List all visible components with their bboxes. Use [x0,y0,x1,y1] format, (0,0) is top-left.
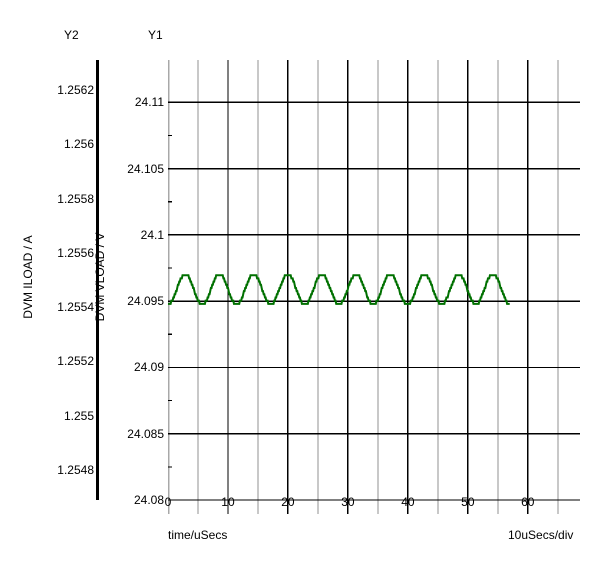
x-tick-label: 30 [341,495,355,509]
y1-axis-header: Y1 [148,28,163,42]
plot-canvas [168,60,580,514]
x-scale-caption: 10uSecs/div [508,528,574,542]
y1-tick-label: 24.08 [133,493,164,507]
y2-axis-line [96,60,99,500]
x-tick-label: 20 [281,495,295,509]
plot-area [168,60,580,514]
y1-tick-label: 24.095 [127,294,164,309]
y2-tick-label: 1.255 [63,408,94,423]
x-tick-label: 0 [164,495,172,509]
y1-tick-labels: 24.08 24.085 24.09 24.095 24.1 24.105 24.11 [108,0,166,563]
x-tick-label: 10 [221,495,235,509]
y1-tick-label: 24.11 [134,95,164,110]
y1-tick-label: 24.09 [133,360,164,375]
y2-tick-label: 1.256 [63,137,94,152]
y2-tick-label: 1.2552 [57,354,94,369]
waveform-trace [168,274,510,305]
y1-tick-label: 24.1 [140,227,164,242]
y2-tick-label: 1.2554 [57,300,94,315]
y1-tick-label: 24.105 [127,161,164,176]
y1-tick-label: 24.085 [127,426,164,441]
y2-tick-label: 1.2556 [57,245,94,260]
x-axis-caption: time/uSecs [168,528,228,542]
y2-axis-header: Y2 [64,28,79,42]
y2-tick-labels: 1.2548 1.255 1.2552 1.2554 1.2556 1.2558 1.256… [30,0,94,563]
y2-tick-label: 1.2548 [57,463,94,478]
x-tick-label: 60 [521,495,535,509]
x-tick-label: 50 [461,495,475,509]
y2-tick-label: 1.2558 [57,191,94,206]
x-tick-label: 40 [401,495,415,509]
y2-tick-label: 1.2562 [57,82,94,97]
